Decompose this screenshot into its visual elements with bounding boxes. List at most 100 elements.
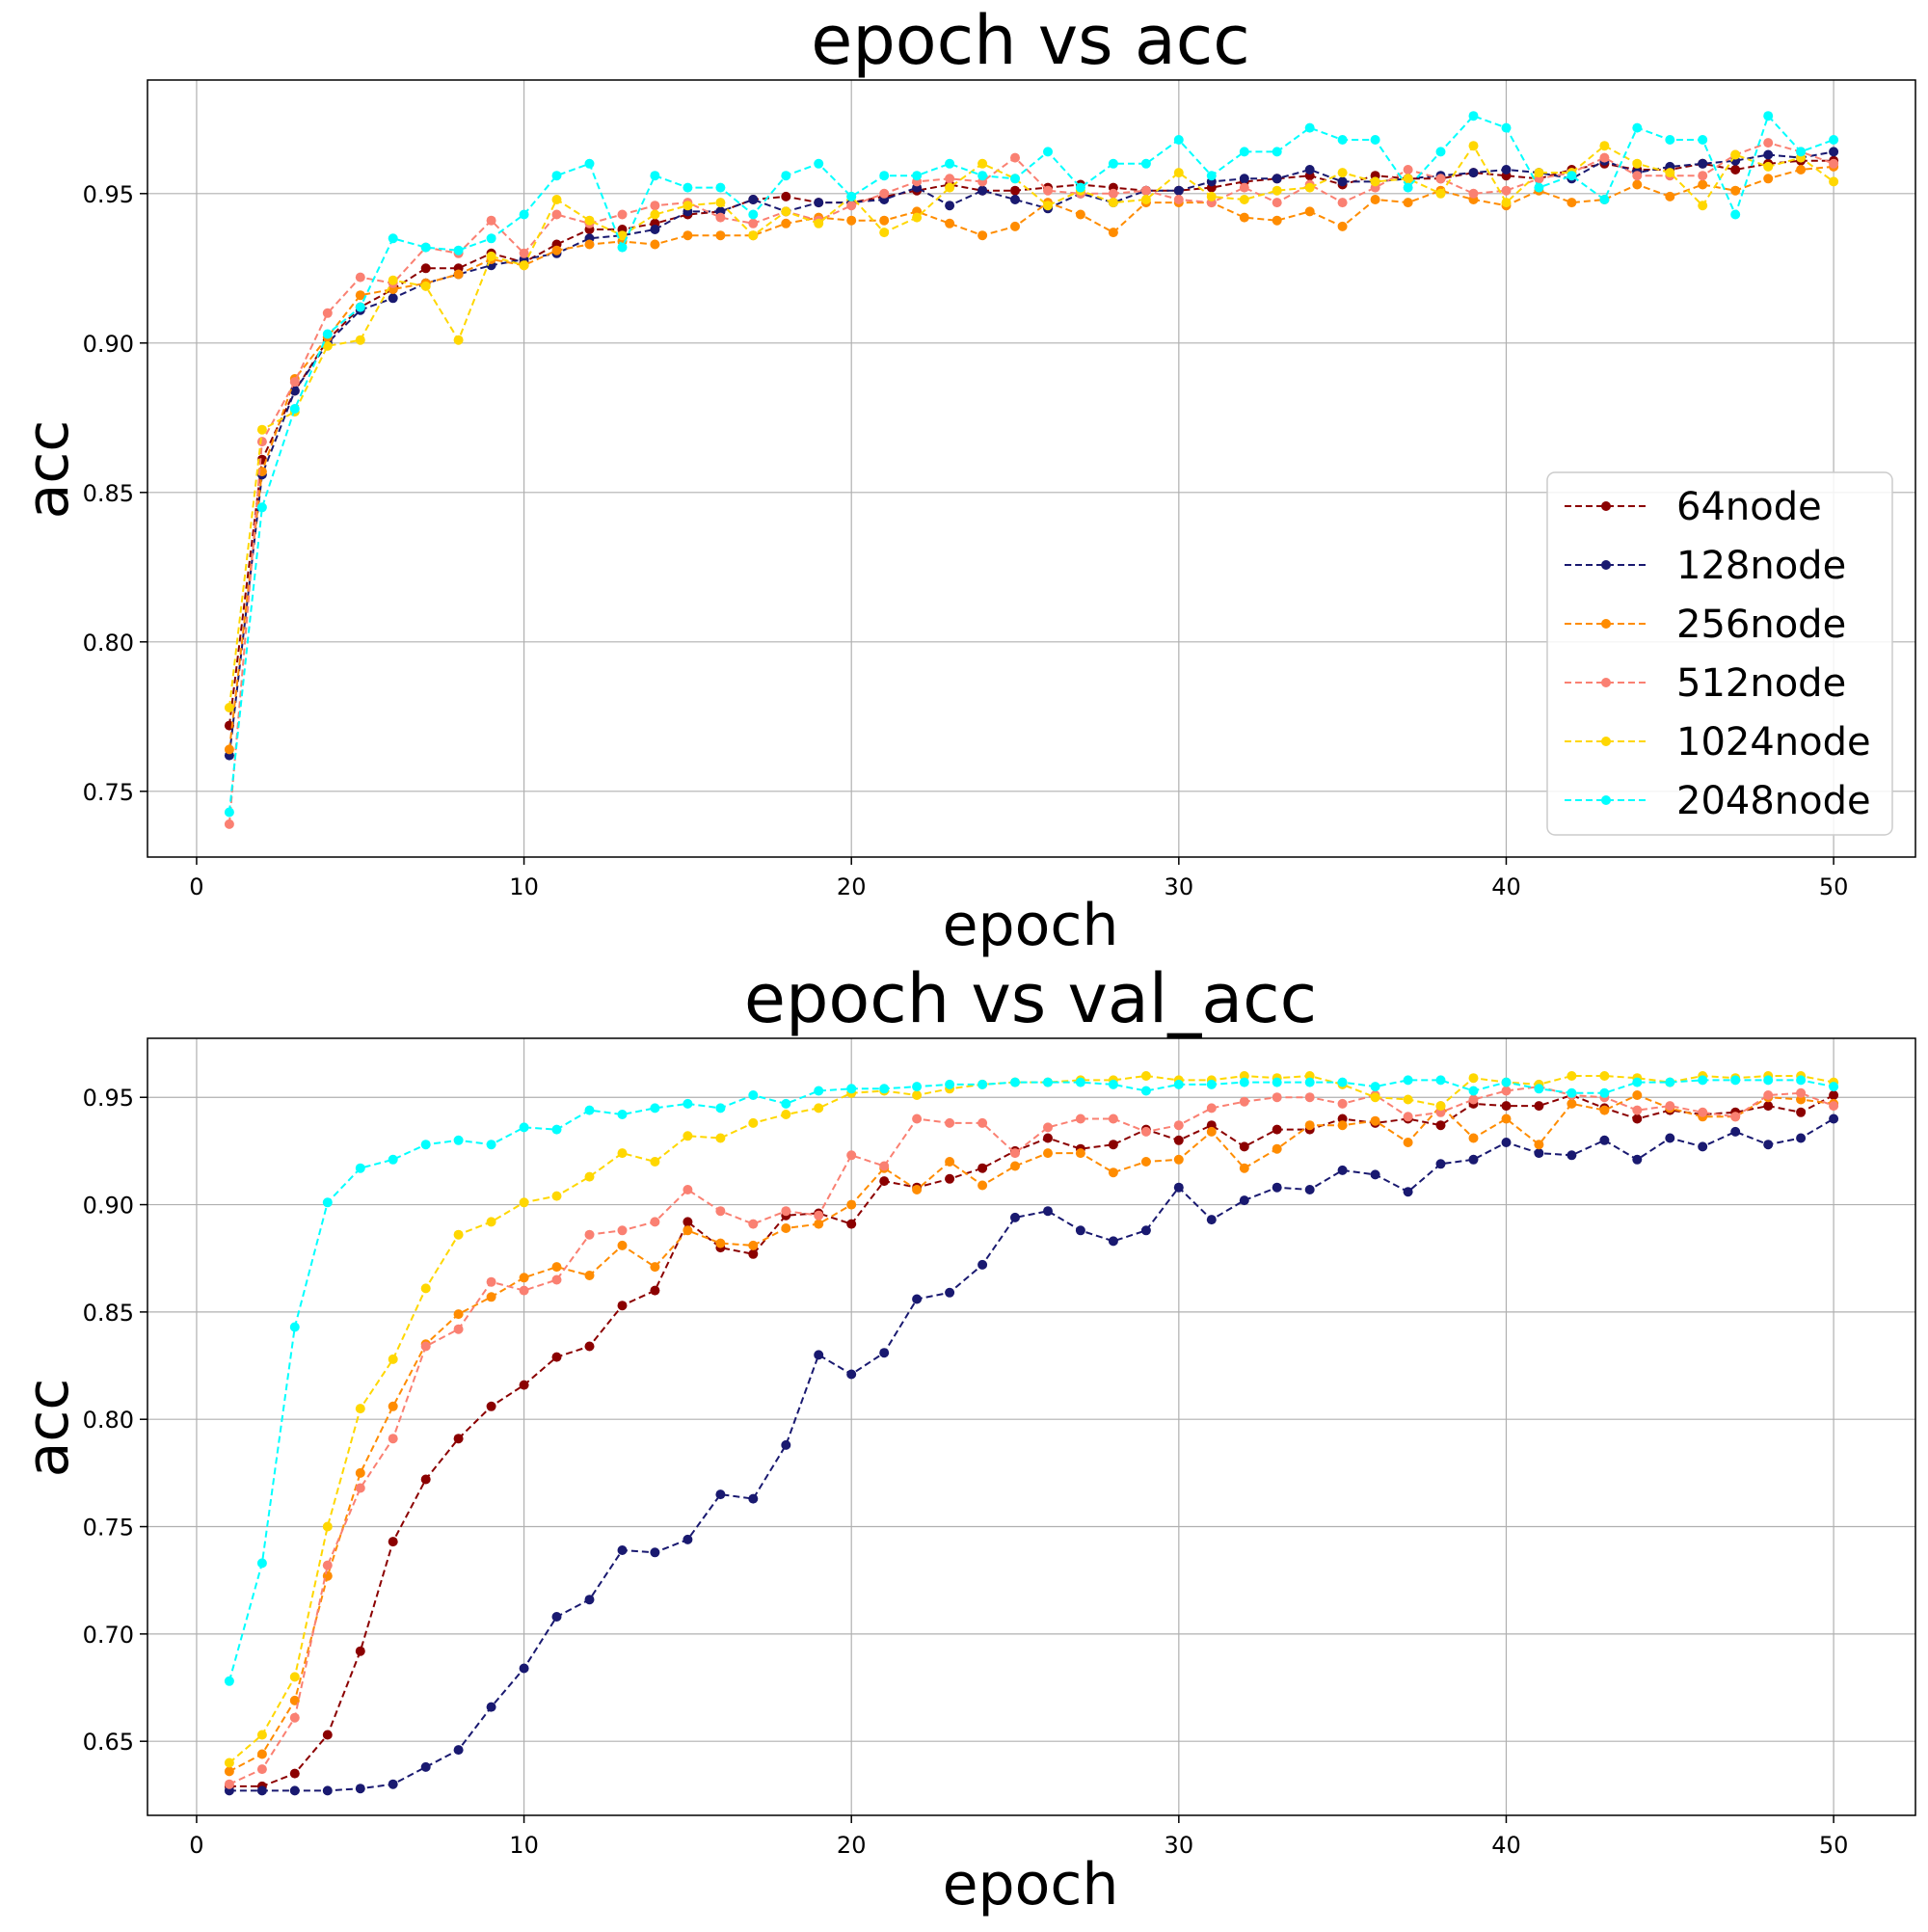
data-point [1140,1071,1151,1081]
data-point [977,185,988,196]
data-point [1632,1114,1643,1124]
data-point [1632,1090,1643,1100]
legend-label: 64node [1676,485,1822,529]
data-point [912,1114,923,1124]
data-point [683,182,693,193]
data-point [945,218,955,228]
data-point [322,1785,333,1796]
data-point [715,182,726,193]
data-point [289,1768,300,1779]
series-1024node [224,141,1839,712]
data-point [1272,174,1282,184]
data-point [1468,1133,1479,1143]
series-2048node [224,111,1839,818]
data-point [1468,141,1479,151]
data-point [453,335,464,345]
data-point [1501,1101,1512,1112]
data-point [814,1219,824,1229]
data-point [1239,182,1249,193]
data-point [1206,191,1217,201]
data-point [1337,176,1348,187]
data-point [1043,1133,1053,1143]
data-point [1829,176,1839,187]
data-point [1632,1077,1643,1087]
data-point [977,171,988,181]
data-point [1173,135,1184,145]
data-point [453,1229,464,1240]
data-point [748,218,759,228]
data-point [289,1672,300,1682]
data-point [1272,1092,1282,1103]
data-point [1370,1082,1380,1092]
data-point [486,1401,496,1411]
x-tick-label: 30 [1165,873,1194,900]
data-point [1468,1086,1479,1096]
data-point [945,201,955,211]
data-point [551,1262,562,1273]
data-point [1140,1086,1151,1096]
data-point [1501,1086,1512,1096]
data-point [1075,1148,1085,1159]
y-tick-label: 0.65 [83,1729,134,1756]
data-point [551,195,562,204]
data-point [748,1493,759,1504]
data-point [1403,1075,1413,1086]
data-point [650,171,660,181]
data-point [1763,1101,1774,1112]
data-point [715,1206,726,1217]
data-point [1632,179,1643,190]
x-tick-label: 20 [837,873,867,900]
data-point [1304,1077,1315,1087]
data-point [1108,1140,1118,1150]
data-point [1272,1143,1282,1154]
data-point [1435,1075,1446,1086]
y-tick-label: 0.70 [83,1622,134,1649]
data-point [584,1229,595,1240]
legend-box [1546,471,1893,836]
x-tick-label: 40 [1491,1832,1521,1859]
data-point [1403,174,1413,184]
data-point [977,1163,988,1173]
data-point [420,1474,431,1485]
data-point [781,1439,791,1450]
data-point [912,212,923,223]
legend-label: 512node [1676,661,1846,706]
data-point [1665,1077,1675,1087]
data-point [1599,141,1610,151]
data-point [715,198,726,208]
data-point [1763,1075,1774,1086]
legend-label: 1024node [1676,720,1871,765]
data-point [519,1273,529,1283]
data-point [388,275,398,285]
data-point [1501,185,1512,196]
data-point [1043,201,1053,211]
data-point [945,174,955,184]
series-layer [224,111,1839,829]
data-point [1206,1079,1217,1089]
data-point [1075,209,1085,220]
data-point [1010,1161,1020,1171]
data-point [1566,171,1577,181]
data-point [977,158,988,169]
data-point [1075,1225,1085,1236]
data-point [650,1547,660,1558]
data-point [453,1324,464,1334]
legend-item: 1024node [1565,720,1871,765]
data-point [1599,1087,1610,1098]
x-tick-label: 50 [1819,1832,1849,1859]
series-line [228,1086,1834,1785]
data-point [1763,161,1774,172]
data-point [1599,1071,1610,1081]
data-point [355,290,365,301]
series-line [228,159,1834,726]
data-point [1796,147,1807,157]
legend-item: 2048node [1565,779,1871,823]
data-point [650,1285,660,1296]
legend: 64node 128node 256node 512node 1024node 2048n… [1546,471,1893,836]
data-point [781,1098,791,1109]
data-point [781,171,791,181]
data-point [1075,182,1085,193]
data-point [1173,1182,1184,1193]
data-point [814,158,824,169]
data-point [1239,212,1249,223]
